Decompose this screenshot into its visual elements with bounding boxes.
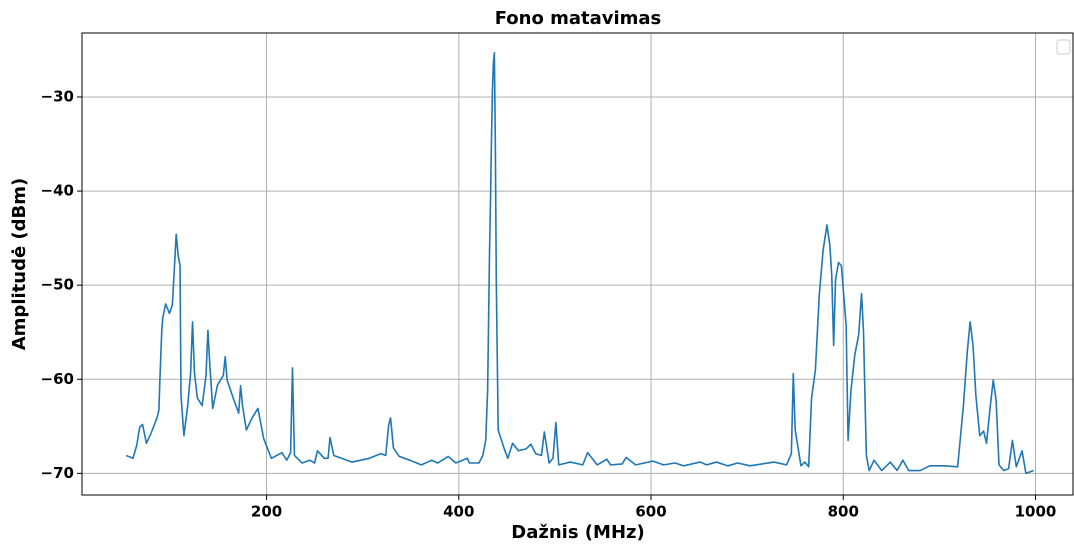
x-axis-label: Dažnis (MHz) <box>511 522 644 543</box>
chart-title: Fono matavimas <box>495 8 662 29</box>
x-tick-label: 600 <box>635 503 666 521</box>
x-tick-label: 800 <box>828 503 859 521</box>
y-tick-label: −50 <box>41 276 74 294</box>
x-tick-label: 1000 <box>1015 503 1057 521</box>
plot-frame <box>81 32 1074 496</box>
y-tick-label: −40 <box>41 182 74 200</box>
y-axis-label: Amplitudė (dBm) <box>9 178 30 351</box>
y-tick-label: −70 <box>41 464 74 482</box>
data-line <box>125 51 1034 475</box>
x-tick-label: 200 <box>251 503 282 521</box>
y-tick-label: −60 <box>41 370 74 388</box>
legend-box <box>1056 39 1071 55</box>
x-tick-label: 400 <box>443 503 474 521</box>
y-tick-label: −30 <box>41 87 74 105</box>
